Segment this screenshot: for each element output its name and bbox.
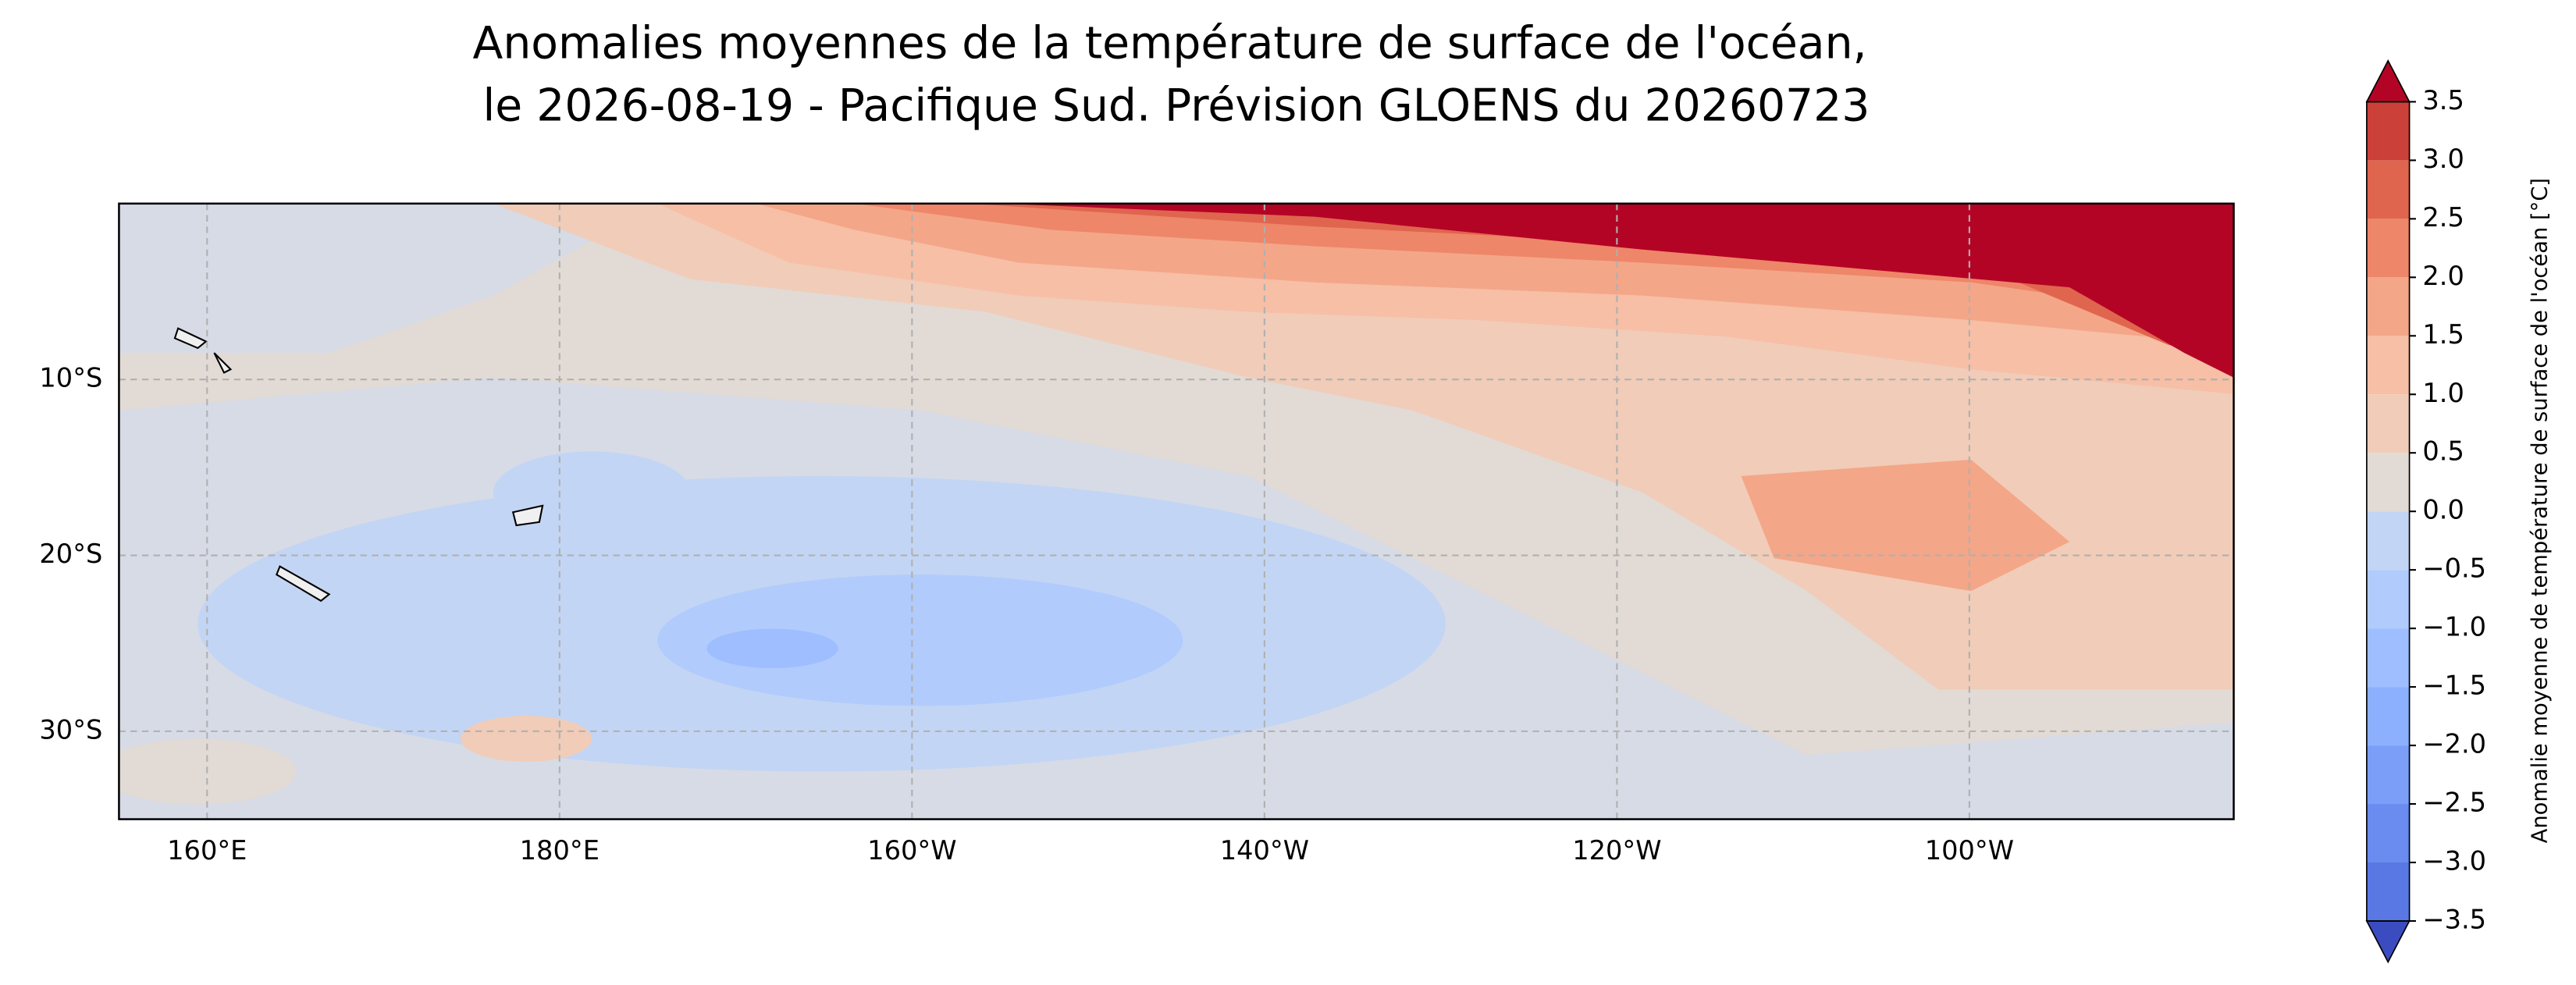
colorbar-level: [2366, 570, 2410, 629]
title-line: le 2026-08-19 - Pacifique Sud. Prévision…: [483, 80, 1870, 131]
y-tick-label: 10°S: [39, 363, 102, 393]
map-frame: [118, 202, 2235, 820]
colorbar-level: [2366, 336, 2410, 395]
colorbar-level: [2366, 160, 2410, 219]
colorbar-tick-label: 0.5: [2422, 436, 2464, 467]
colorbar-tick-label: 0.0: [2422, 495, 2464, 525]
colorbar-extend-high: [2365, 59, 2411, 103]
colorbar-level: [2366, 804, 2410, 863]
colorbar-tick-label: −0.5: [2422, 553, 2486, 584]
colorbar-level: [2366, 101, 2410, 161]
colorbar-level: [2366, 219, 2410, 278]
x-tick-label: 100°W: [1925, 835, 2014, 866]
colorbar-tick-label: 1.5: [2422, 319, 2464, 350]
colorbar-label: Anomalie moyenne de température de surfa…: [2528, 178, 2552, 843]
colorbar-extend-low: [2365, 920, 2411, 964]
y-tick-label: 30°S: [39, 714, 102, 745]
colorbar-tick-label: 2.5: [2422, 202, 2464, 233]
x-tick-label: 120°W: [1572, 835, 1661, 866]
colorbar-tick-label: −2.0: [2422, 729, 2486, 759]
x-tick-label: 160°E: [167, 835, 247, 866]
sst-field: [119, 203, 2234, 820]
colorbar-level: [2366, 511, 2410, 571]
colorbar-tick-label: 3.5: [2422, 85, 2464, 116]
x-tick-label: 160°W: [867, 835, 956, 866]
colorbar-level: [2366, 394, 2410, 453]
y-tick-label: 20°S: [39, 539, 102, 569]
colorbar-level: [2366, 745, 2410, 805]
colorbar-level: [2366, 687, 2410, 746]
colorbar-level: [2366, 628, 2410, 688]
colorbar-tick-label: −3.0: [2422, 846, 2486, 877]
colorbar-tick-label: 2.0: [2422, 261, 2464, 291]
grid: [119, 203, 2234, 820]
title-line: Anomalies moyennes de la température de …: [473, 18, 1867, 69]
colorbar-tick-label: −1.5: [2422, 670, 2486, 701]
colorbar-tick-label: −3.5: [2422, 904, 2486, 934]
x-tick-label: 140°W: [1220, 835, 1309, 866]
colorbar-tick-label: −1.0: [2422, 612, 2486, 642]
colorbar-tick-label: 3.0: [2422, 144, 2464, 174]
colorbar-level: [2366, 862, 2410, 921]
colorbar: −3.5 −3.0 −2.5 −2.0 −1.5 −1.0 −0.5 0.0 0.5 1.0 1.5…: [2365, 59, 2486, 964]
colorbar-tick-label: 1.0: [2422, 378, 2464, 408]
x-tick-label: 180°E: [520, 835, 600, 866]
colorbar-tick-label: −2.5: [2422, 788, 2486, 818]
colorbar-level: [2366, 277, 2410, 336]
colorbar-level: [2366, 453, 2410, 512]
